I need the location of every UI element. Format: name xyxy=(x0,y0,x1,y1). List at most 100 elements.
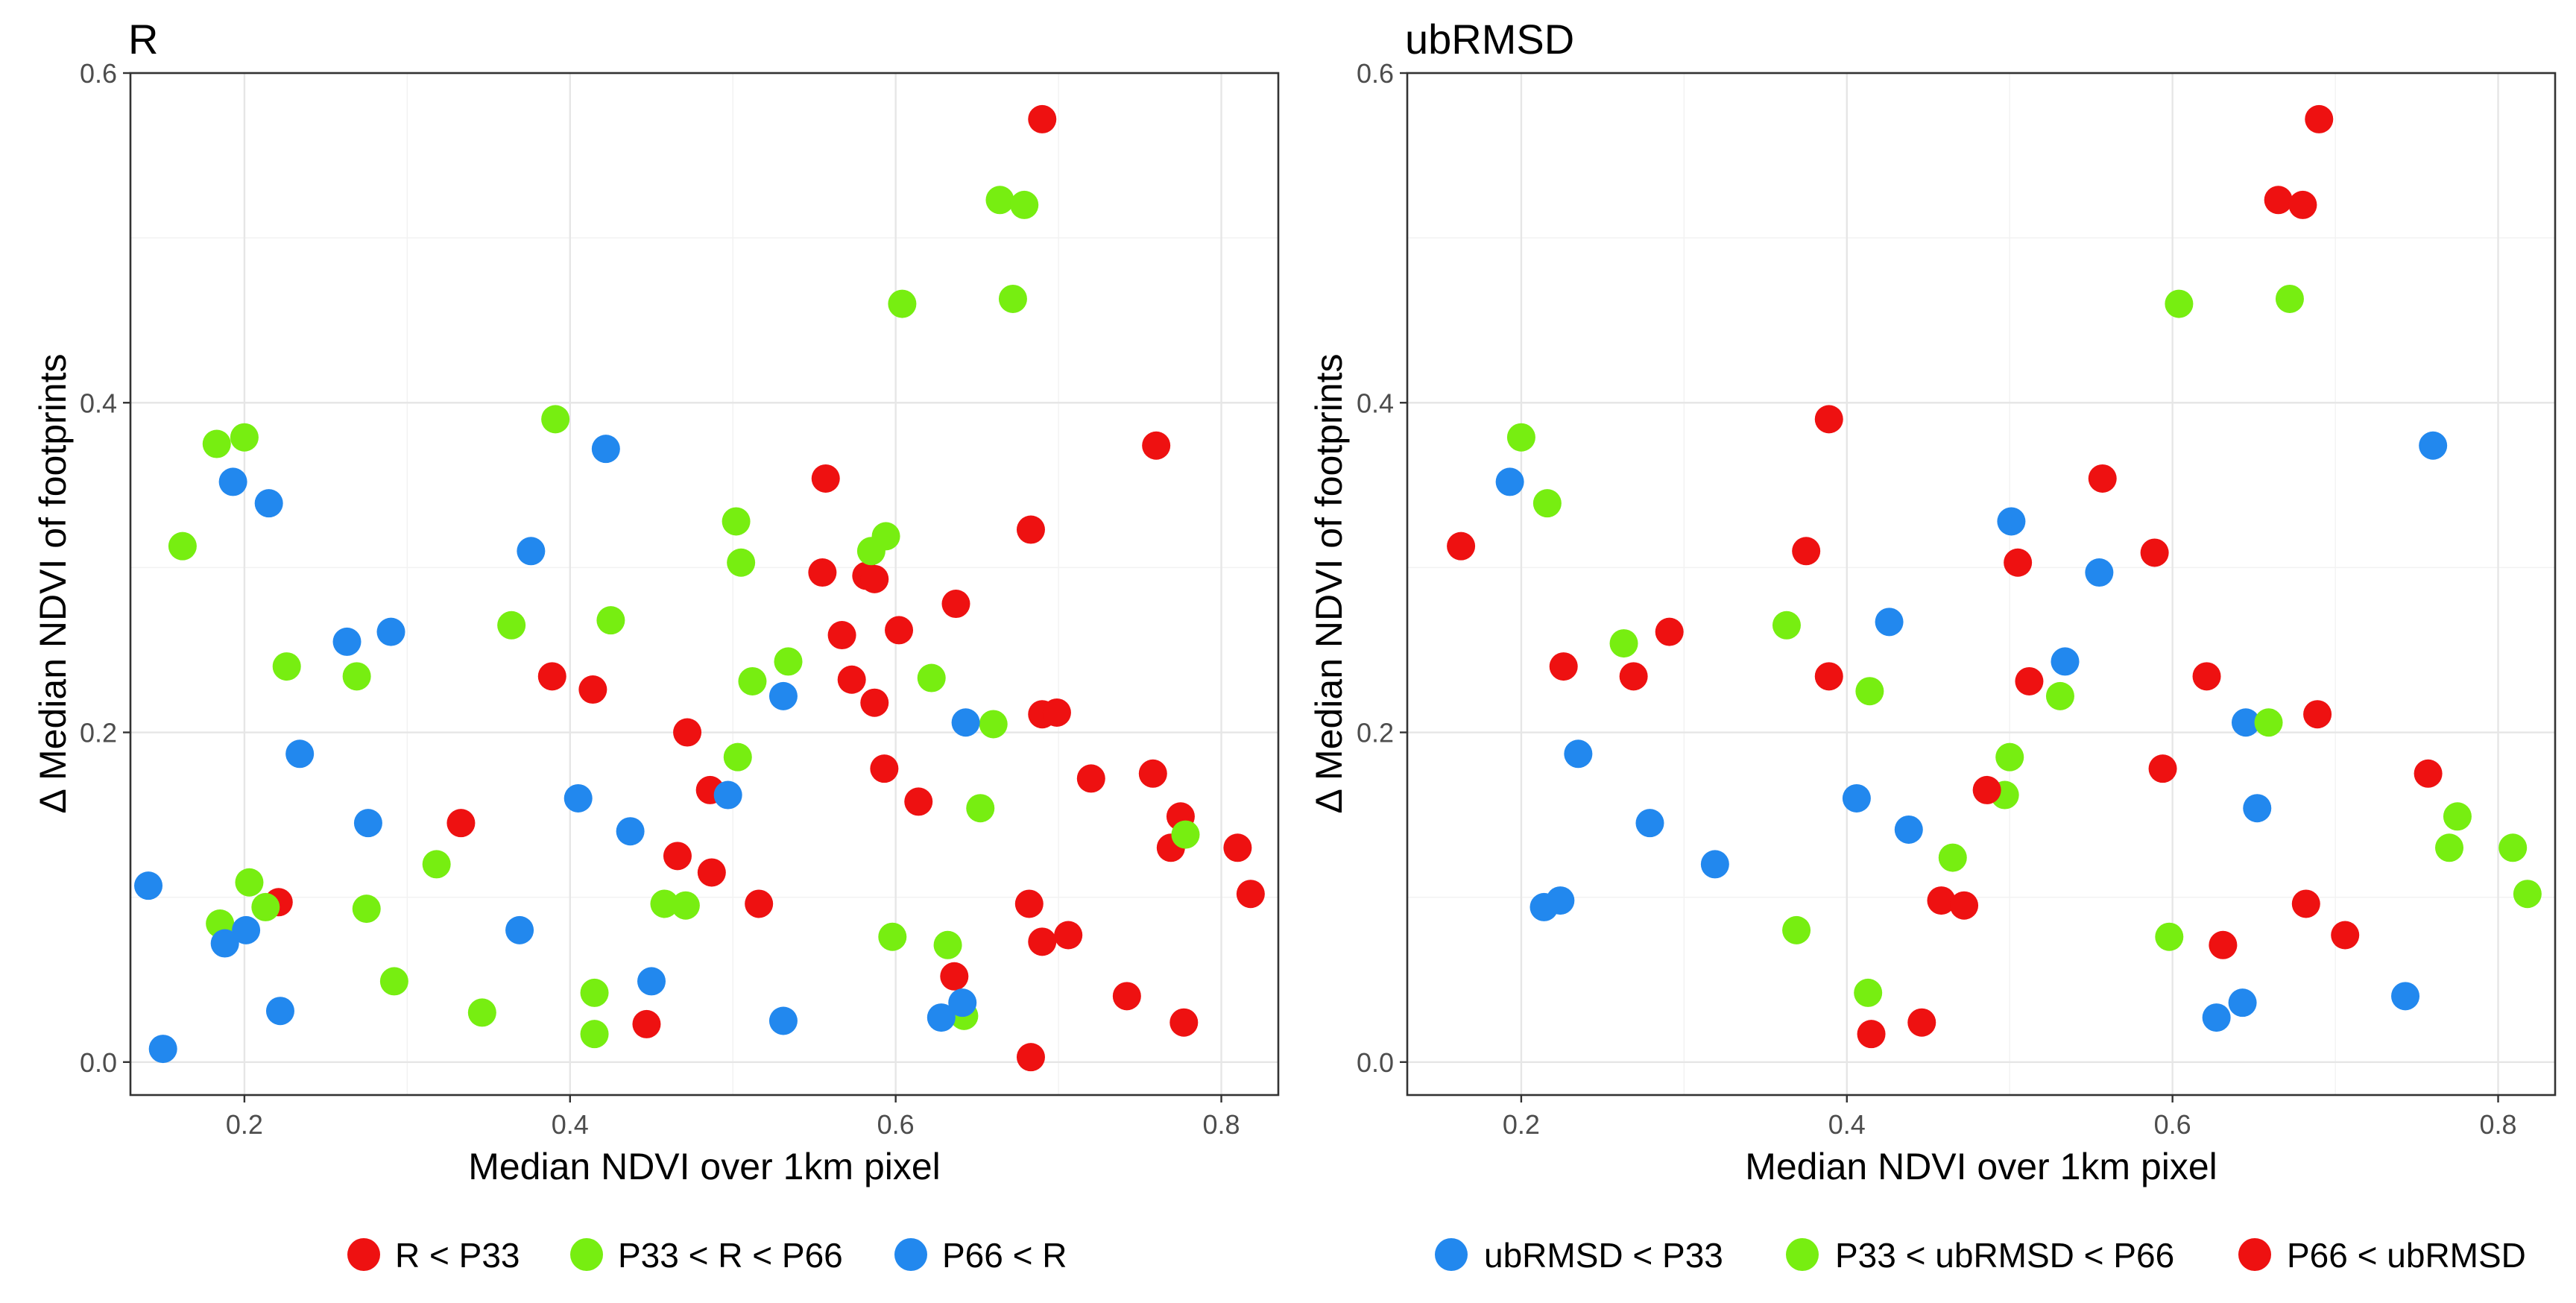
scatter-point xyxy=(2275,284,2304,313)
scatter-point xyxy=(2228,988,2257,1018)
scatter-point xyxy=(2209,930,2238,959)
legend-key-ubrmsd-between-p33-p66 xyxy=(1786,1238,1819,1271)
panel-title: R xyxy=(128,16,158,63)
scatter-point xyxy=(2331,921,2360,950)
scatter-point xyxy=(904,787,933,816)
scatter-point xyxy=(580,978,609,1007)
x-axis-label: Median NDVI over 1km pixel xyxy=(468,1146,941,1187)
scatter-point xyxy=(1014,889,1044,918)
scatter-point xyxy=(768,681,798,710)
scatter-point xyxy=(860,564,889,593)
scatter-point xyxy=(596,606,625,635)
scatter-point xyxy=(591,435,620,464)
plot-frame xyxy=(1406,72,2557,1097)
scatter-point xyxy=(2288,190,2317,219)
scatter-point xyxy=(878,922,907,951)
scatter-point xyxy=(2513,880,2542,909)
scatter-point xyxy=(827,621,856,650)
scatter-point xyxy=(285,739,315,769)
scatter-point xyxy=(497,611,526,640)
scatter-point xyxy=(941,590,970,619)
legend-key-p66-below-ubrmsd xyxy=(2238,1238,2271,1271)
scatter-point xyxy=(1814,662,1843,691)
scatter-point xyxy=(1532,489,1562,518)
scatter-point xyxy=(541,405,570,434)
scatter-point xyxy=(933,930,962,959)
scatter-point xyxy=(148,1035,177,1064)
scatter-point xyxy=(272,652,301,681)
scatter-point xyxy=(168,531,197,561)
scatter-point xyxy=(2155,922,2184,951)
x-tick-label: 0.2 xyxy=(1503,1109,1540,1140)
scatter-point xyxy=(948,988,977,1018)
legend-label-ubrmsd-below-p33: ubRMSD < P33 xyxy=(1484,1236,1723,1275)
scatter-point xyxy=(1950,891,1979,920)
grid xyxy=(1407,72,2555,1095)
scatter-point xyxy=(671,891,700,920)
scatter-point xyxy=(1842,783,1871,813)
scatter-point xyxy=(2165,289,2194,318)
scatter-point xyxy=(811,464,840,493)
scatter-point xyxy=(1112,982,1141,1011)
legend-label-r-below-p33: R < P33 xyxy=(395,1236,520,1275)
x-tick-label: 0.6 xyxy=(877,1109,915,1140)
scatter-point xyxy=(966,794,995,823)
scatter-point xyxy=(2140,538,2169,567)
scatter-point xyxy=(650,889,679,918)
scatter-point xyxy=(517,537,546,566)
scatter-point xyxy=(210,929,239,958)
legend: ubRMSD < P33 P33 < ubRMSD < P66 P66 < ub… xyxy=(1435,1236,2526,1275)
legend-label-r-between-p33-p66: P33 < R < P66 xyxy=(618,1236,843,1275)
grid xyxy=(130,72,1278,1095)
axis-ticks: 0.2 0.4 0.6 0.8 0.0 0.2 0.4 0.6 xyxy=(80,58,1240,1140)
scatter-point xyxy=(697,858,726,887)
scatter-point xyxy=(2192,662,2221,691)
legend: R < P33 P33 < R < P66 P66 < R xyxy=(347,1236,1067,1275)
scatter-point xyxy=(722,507,751,536)
legend-label-ubrmsd-between-p33-p66: P33 < ubRMSD < P66 xyxy=(1835,1236,2174,1275)
scatter-point xyxy=(1619,662,1648,691)
scatter-point xyxy=(1792,537,1821,566)
scatter-point xyxy=(1506,423,1535,452)
scatter-point xyxy=(564,783,593,813)
scatter-point xyxy=(926,1003,956,1032)
panel-r: R 0.2 0.4 0.6 0.8 0.0 0.2 0.4 0.6 Median NDVI o… xyxy=(32,16,1280,1275)
scatter-point xyxy=(2254,708,2283,737)
scatter-point xyxy=(2419,431,2448,460)
scatter-point xyxy=(917,663,946,692)
scatter-point xyxy=(1927,886,1956,915)
scatter-point xyxy=(1171,820,1200,849)
x-tick-label: 0.8 xyxy=(1203,1109,1240,1140)
scatter-point xyxy=(1655,617,1684,646)
scatter-point xyxy=(332,627,362,656)
scatter-point xyxy=(379,967,408,996)
scatter-point xyxy=(1042,698,1071,727)
y-tick-label: 0.6 xyxy=(80,58,117,89)
scatter-point xyxy=(2045,681,2074,710)
scatter-point xyxy=(1236,880,1265,909)
plot-background xyxy=(1407,73,2555,1095)
scatter-point xyxy=(1972,775,2001,804)
scatter-point xyxy=(1142,431,1171,460)
scatter-point xyxy=(2305,104,2334,133)
scatter-point xyxy=(202,429,231,458)
scatter-points xyxy=(134,104,1265,1072)
scatter-point xyxy=(1855,677,1884,706)
scatter-point xyxy=(1169,1008,1199,1037)
scatter-point xyxy=(1010,190,1039,219)
scatter-point xyxy=(673,718,702,747)
scatter-point xyxy=(1549,652,1578,681)
scatter-point xyxy=(265,997,294,1026)
scatter-point xyxy=(856,537,886,566)
scatter-point xyxy=(230,423,259,452)
scatter-point xyxy=(1995,742,2024,772)
x-tick-label: 0.4 xyxy=(1828,1109,1866,1140)
scatter-point xyxy=(1772,611,1801,640)
scatter-point xyxy=(342,662,371,691)
y-tick-label: 0.4 xyxy=(1357,388,1394,418)
scatter-points xyxy=(1447,104,2542,1049)
scatter-point xyxy=(1997,507,2026,536)
scatter-point xyxy=(1028,104,1057,133)
plot-background xyxy=(130,73,1278,1095)
